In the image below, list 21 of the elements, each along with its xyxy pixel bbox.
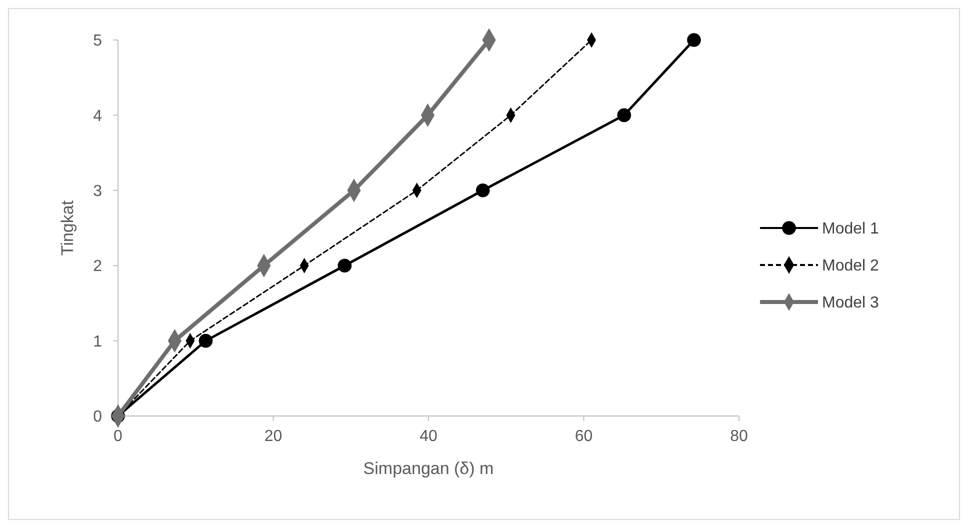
point <box>476 184 490 198</box>
legend-label: Model 2 <box>822 258 880 275</box>
legend-label: Model 3 <box>822 294 880 312</box>
x-tick-label: 80 <box>730 428 748 445</box>
y-tick-label: 4 <box>93 108 102 125</box>
y-tick-label: 0 <box>93 408 102 426</box>
point <box>617 108 632 122</box>
x-axis-title: Simpangan (δ) m <box>363 459 494 478</box>
x-tick-label: 40 <box>420 428 438 445</box>
y-tick-label: 5 <box>93 32 102 50</box>
y-tick-label: 1 <box>93 333 102 350</box>
point <box>198 334 213 348</box>
y-axis-title: Tingkat <box>58 200 77 256</box>
x-tick-label: 60 <box>574 428 593 445</box>
x-tick-label: 0 <box>114 428 123 445</box>
point <box>687 33 701 47</box>
y-tick-label: 3 <box>93 183 102 200</box>
legend-label: Model 1 <box>822 220 880 238</box>
x-tick-label: 20 <box>264 428 282 445</box>
y-tick-label: 2 <box>93 258 102 276</box>
point <box>338 258 352 272</box>
